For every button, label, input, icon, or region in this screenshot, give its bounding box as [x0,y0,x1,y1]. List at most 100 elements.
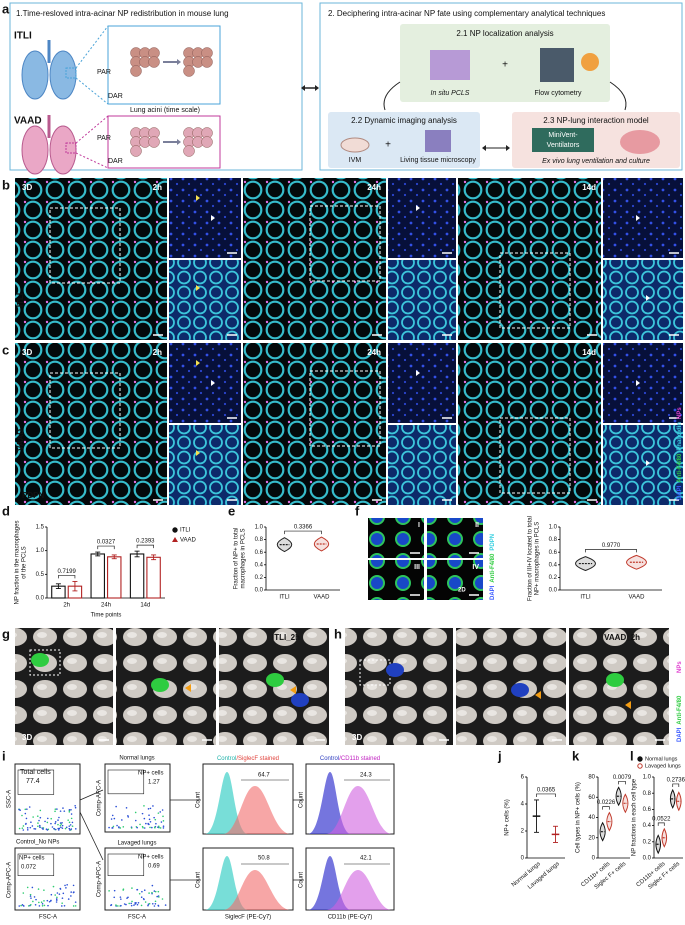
legend-marker [172,527,178,533]
y-tick-label: 60 [588,795,595,801]
label: 3D [352,733,362,742]
event-dot [26,829,29,831]
event-dot [74,905,77,907]
y-tick-label: 80 [588,775,595,781]
micrograph [458,343,601,505]
cell-render [606,673,624,687]
flow-plot [104,847,171,911]
label: 24.3 [360,773,372,779]
event-dot [28,806,31,808]
cells-icon [581,53,599,71]
event-dot [59,810,62,812]
legend-label: Lavaged lungs [645,763,681,769]
event-dot [55,901,58,903]
event-dot [55,899,58,901]
panel-label: j [497,748,502,763]
p-value: 0.2736 [667,778,685,784]
stain-legend-item: Anti-F4/80 [490,553,496,583]
event-dot [156,895,158,898]
event-dot [130,904,133,907]
lung-lobe [21,125,49,175]
event-dot [25,817,28,820]
label: III [414,564,420,571]
event-dot [62,807,64,809]
arrow-marker [636,215,640,221]
event-dot [67,819,69,821]
label: Flow cytometry [534,90,582,97]
label: + [385,140,391,151]
label: IV [472,564,479,571]
event-dot [29,893,32,896]
event-dot [31,825,34,827]
event-dot [64,884,66,887]
event-dot [71,821,74,824]
event-dot [127,815,129,817]
event-dot [157,826,159,828]
arrow-marker [535,691,541,699]
event-dot [54,822,56,825]
y-axis-label: Fraction of III+IV located to total [528,516,534,601]
legend-label: ITLI [180,528,191,534]
event-dot [54,808,57,810]
event-dot [42,828,44,830]
event-dot [153,905,156,907]
event-dot [130,902,132,905]
p-value: 0.0365 [537,788,556,794]
event-dot [135,902,137,904]
event-dot [136,888,138,891]
event-dot [143,805,145,807]
event-dot [48,900,51,903]
micrograph [427,560,483,600]
y-axis-label: Fraction of NP+ to total [234,528,240,590]
device-box [532,128,594,152]
y-tick-label: 2 [521,829,525,835]
event-dot [57,819,59,821]
label: Lung acini (time scale) [130,107,200,114]
label: PAR [97,135,111,142]
cell-render [266,673,284,687]
event-dot [115,805,117,808]
event-dot [148,823,150,826]
event-dot [74,828,77,830]
event-dot [116,824,118,827]
event-dot [111,814,114,817]
event-dot [125,903,127,906]
connector [383,81,401,111]
bar [146,556,161,599]
micrograph [458,178,601,340]
event-dot [46,817,49,820]
label: Living tissue microscopy [400,157,476,164]
event-dot [72,905,75,907]
event-dot [120,898,122,900]
histogram [326,786,392,834]
histogram [326,870,392,910]
event-dot [154,890,157,893]
roi-box [499,417,571,494]
connector [79,789,104,801]
event-dot [49,900,52,902]
label: CD11b (PE-Cy7) [328,915,373,921]
p-value: 0.2393 [136,539,155,545]
event-dot [74,804,76,807]
label: Ex vivo lung ventilation and culture [542,158,650,165]
panel-frame [319,2,683,171]
event-dot [61,827,64,829]
event-dot [45,828,48,830]
event-dot [157,812,160,814]
significance-bracket [136,544,154,549]
connector [75,152,109,169]
x-tick-label: VAAD [314,595,331,601]
event-dot [18,827,21,830]
event-dot [74,901,77,903]
event-dot [158,896,160,898]
event-dot [21,814,23,817]
label: Normal lungs [119,756,154,762]
stain-legend-item: Anti-F4/80 [677,695,683,725]
micrograph [169,178,241,258]
micrograph [388,178,456,258]
event-dot [159,827,162,829]
label: 3D [22,348,32,357]
arrow-head [177,59,181,65]
event-dot [38,824,41,827]
label: 3D [22,183,32,192]
